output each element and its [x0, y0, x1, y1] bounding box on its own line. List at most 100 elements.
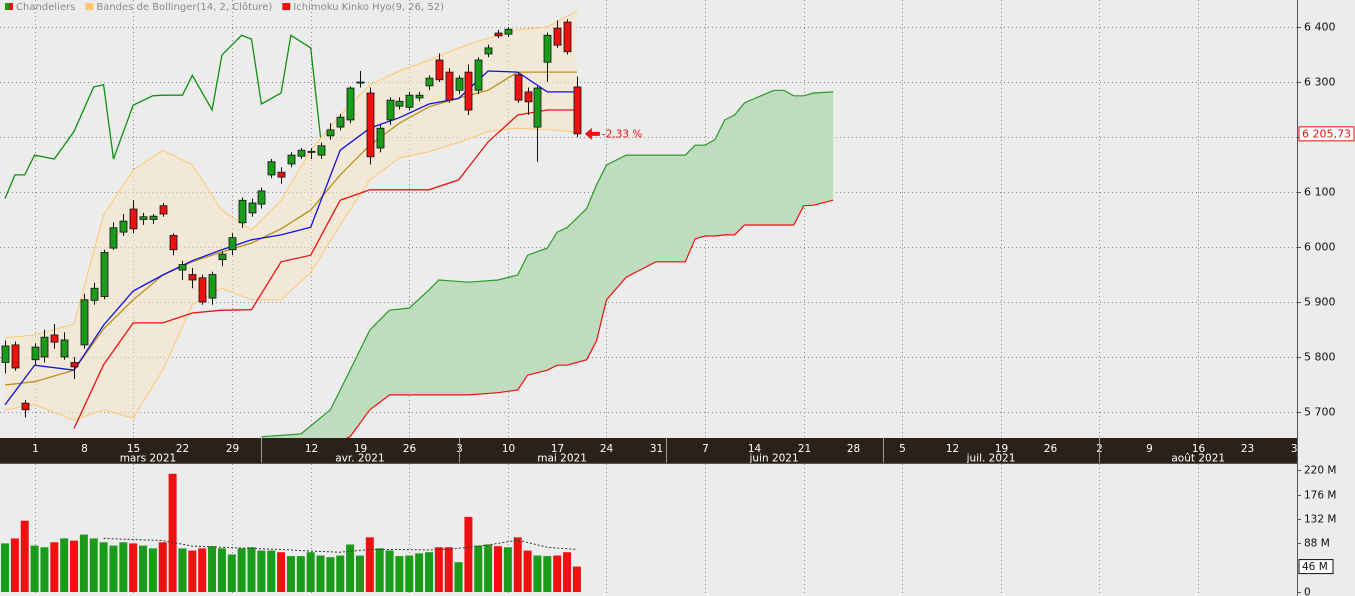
candle-body	[248, 202, 257, 214]
candle-body	[386, 99, 395, 121]
x-tick-label: 23	[1241, 443, 1254, 455]
volume-bar	[1, 543, 9, 592]
candle-body	[366, 92, 375, 158]
volume-bar	[277, 552, 286, 592]
legend-swatch	[5, 3, 9, 10]
volume-average	[103, 537, 577, 553]
candle-body	[307, 150, 316, 153]
legend-swatch	[85, 3, 94, 10]
volume-bar	[79, 534, 88, 592]
candle-body	[257, 190, 266, 205]
x-tick-label: 17	[551, 443, 564, 455]
candle-body	[198, 277, 207, 303]
volume-bar	[198, 548, 207, 592]
x-tick-label: 1	[32, 443, 39, 455]
candle-body	[70, 362, 79, 368]
volume-bar	[306, 552, 315, 592]
volume-bar	[109, 545, 118, 592]
volume-bar	[217, 548, 226, 592]
candle-body	[267, 161, 276, 176]
candle-body	[425, 77, 434, 87]
volume-bar	[365, 537, 374, 592]
volume-bar	[99, 542, 108, 592]
x-tick-label: 28	[847, 443, 860, 455]
volume-bar	[50, 542, 59, 592]
candle-body	[464, 71, 473, 111]
candle-body	[533, 87, 542, 128]
candle-body	[149, 215, 158, 220]
candle-body	[504, 28, 513, 35]
candle-body	[455, 77, 464, 91]
candle-body	[336, 116, 345, 128]
volume-bar	[119, 542, 128, 592]
volume-bar	[454, 562, 463, 592]
volume-bar	[513, 537, 522, 592]
x-tick-label: 12	[946, 443, 959, 455]
volume-bar	[395, 556, 404, 592]
x-tick-label: 19	[354, 443, 367, 455]
y-tick-label: 176 M	[1304, 490, 1336, 502]
x-tick-label: 21	[798, 443, 811, 455]
candle-body	[395, 100, 404, 107]
chikou-line	[4, 34, 322, 199]
y-tick-label: 5 700	[1304, 406, 1336, 419]
x-tick-label: 24	[600, 443, 614, 455]
candle-body	[208, 274, 217, 299]
candle-body	[287, 154, 296, 165]
x-tick-label: 22	[176, 443, 189, 455]
volume-bar	[139, 545, 148, 592]
volume-bar	[346, 544, 355, 592]
volume-bar	[40, 547, 49, 592]
last-price-box	[1298, 126, 1355, 142]
candle-body	[356, 81, 365, 84]
y-tick-label: 6 000	[1304, 241, 1336, 254]
candle-body	[514, 74, 523, 101]
x-tick-label: 26	[403, 443, 417, 455]
candle-body	[178, 264, 187, 271]
candle-body	[119, 220, 128, 233]
volume-bar	[296, 556, 305, 592]
candle-body	[90, 287, 99, 301]
volume-bar	[474, 545, 483, 592]
x-tick-label: 31	[650, 443, 663, 455]
x-tick-label: 10	[502, 443, 515, 455]
y-tick-label: 132 M	[1304, 514, 1336, 526]
candle-body	[474, 59, 483, 91]
x-tick-label: 8	[81, 443, 88, 455]
candle-body	[129, 208, 138, 230]
candle-body	[326, 129, 335, 137]
candle-body	[405, 94, 414, 108]
date-bar	[0, 438, 1297, 464]
candle-body	[40, 336, 49, 358]
candle-body	[188, 274, 197, 281]
bollinger-upper	[4, 10, 578, 339]
volume-panel	[1, 473, 581, 592]
legend-swatch	[9, 3, 13, 10]
candle-body	[317, 145, 326, 156]
candle-body	[139, 216, 148, 220]
month-label: mars 2021	[120, 453, 177, 465]
candle-body	[21, 402, 30, 411]
month-label: avr. 2021	[335, 453, 384, 465]
candle-body	[60, 339, 69, 358]
candle-body	[346, 87, 355, 121]
last-volume-label: 46 M	[1302, 561, 1328, 573]
volume-bar	[464, 516, 473, 592]
candle-body	[1, 345, 10, 363]
candle-body	[435, 59, 444, 81]
volume-bar	[405, 555, 414, 592]
date-axis: 1815222912192631017243171421285121926291…	[32, 438, 1297, 465]
volume-bar	[158, 542, 167, 592]
candle-body	[494, 32, 503, 37]
x-tick-label: 7	[702, 443, 709, 455]
candle-body	[238, 199, 247, 224]
volume-bar	[375, 548, 384, 592]
y-tick-label: 6 300	[1304, 76, 1336, 89]
volume-bar	[129, 543, 138, 592]
x-tick-label: 16	[1192, 443, 1206, 455]
bollinger-band	[5, 11, 577, 421]
candle-body	[376, 127, 385, 149]
